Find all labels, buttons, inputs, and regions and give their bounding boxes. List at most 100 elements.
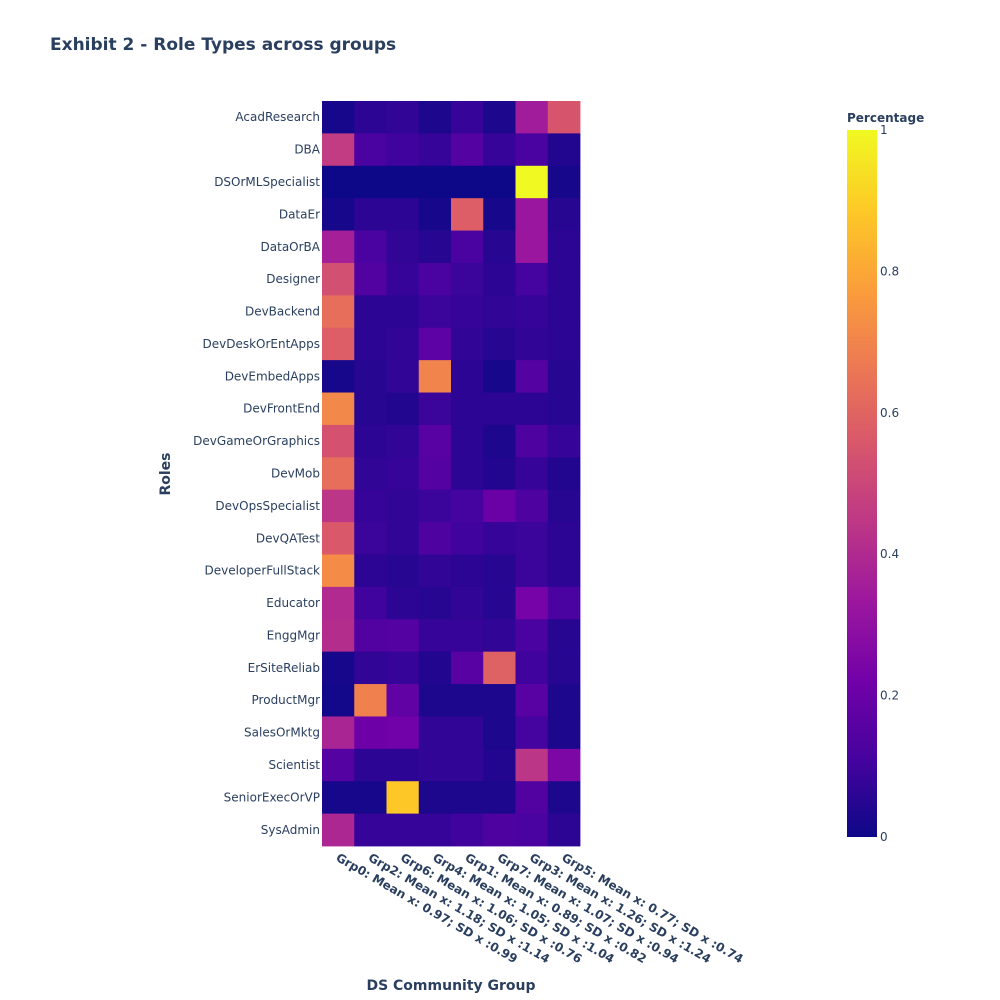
heatmap-cell xyxy=(451,457,484,491)
heatmap-cell xyxy=(515,522,549,555)
y-tick-label: DevQATest xyxy=(256,531,320,545)
heatmap-cell xyxy=(354,684,387,717)
heatmap-cell xyxy=(515,716,549,750)
heatmap-cell xyxy=(451,813,484,847)
heatmap-cell xyxy=(483,554,516,588)
heatmap-cell xyxy=(451,262,484,296)
heatmap-cell xyxy=(483,684,516,717)
y-tick-label: DevMob xyxy=(271,467,320,481)
heatmap-cell xyxy=(547,133,581,167)
heatmap-cell xyxy=(418,684,452,717)
y-axis-title: Roles xyxy=(158,452,174,495)
heatmap-cell xyxy=(483,360,516,393)
heatmap-cell xyxy=(354,360,387,393)
heatmap-cell xyxy=(547,457,581,491)
heatmap-cell xyxy=(547,586,581,620)
heatmap-cell xyxy=(547,554,581,588)
heatmap-cell xyxy=(322,489,355,523)
heatmap-cell xyxy=(322,457,355,491)
heatmap-cell xyxy=(386,619,420,653)
y-tick-label: SysAdmin xyxy=(261,823,320,837)
heatmap-cell xyxy=(322,781,355,815)
colorbar-tick-label: 0 xyxy=(880,830,888,844)
heatmap-cell xyxy=(483,295,516,329)
heatmap-cell xyxy=(515,424,549,458)
heatmap-cell xyxy=(386,684,420,717)
heatmap-cell xyxy=(483,489,516,523)
heatmap-cell xyxy=(451,101,484,134)
heatmap-cell xyxy=(386,392,420,426)
heatmap-cell xyxy=(547,651,581,685)
heatmap-cell xyxy=(386,133,420,167)
heatmap-cell xyxy=(322,813,355,847)
y-tick-label: DataOrBA xyxy=(261,240,321,254)
heatmap-cell xyxy=(354,165,387,199)
heatmap-cell xyxy=(418,489,452,523)
heatmap-cell xyxy=(483,781,516,815)
heatmap-cell xyxy=(354,327,387,361)
heatmap-cell xyxy=(547,262,581,296)
heatmap-cell xyxy=(386,101,420,134)
heatmap-cell xyxy=(451,230,484,264)
heatmap-cell xyxy=(322,198,355,231)
heatmap-cell xyxy=(515,360,549,393)
y-tick-label: AcadResearch xyxy=(235,110,320,124)
y-tick-label: DevGameOrGraphics xyxy=(193,434,320,448)
heatmap-cell xyxy=(322,392,355,426)
colorbar-title: Percentage xyxy=(847,111,924,125)
heatmap-cell xyxy=(547,424,581,458)
heatmap-cell xyxy=(515,813,549,847)
heatmap-cell xyxy=(451,489,484,523)
heatmap-cell xyxy=(451,651,484,685)
heatmap-cell xyxy=(418,716,452,750)
y-tick-label: ProductMgr xyxy=(252,693,321,707)
heatmap-cell xyxy=(322,133,355,167)
heatmap-cell xyxy=(418,522,452,555)
heatmap-cell xyxy=(386,813,420,847)
heatmap-cell xyxy=(515,198,549,231)
heatmap-cell xyxy=(547,748,581,782)
heatmap-cell xyxy=(547,295,581,329)
heatmap-cell xyxy=(451,716,484,750)
heatmap-cell xyxy=(483,327,516,361)
heatmap-cell xyxy=(418,327,452,361)
heatmap-cell xyxy=(515,619,549,653)
heatmap-cell xyxy=(515,684,549,717)
heatmap-cell xyxy=(386,651,420,685)
y-tick-label: DevEmbedApps xyxy=(225,369,320,383)
heatmap-cell xyxy=(515,101,549,134)
heatmap-cell xyxy=(451,781,484,815)
heatmap-cell xyxy=(515,748,549,782)
heatmap-cell xyxy=(354,295,387,329)
heatmap-cell xyxy=(386,424,420,458)
heatmap-cell xyxy=(386,554,420,588)
heatmap-cell xyxy=(451,295,484,329)
heatmap-cell xyxy=(386,165,420,199)
heatmap-cell xyxy=(322,619,355,653)
heatmap-cell xyxy=(418,813,452,847)
heatmap-cell xyxy=(386,716,420,750)
heatmap-cell xyxy=(483,101,516,134)
heatmap-cell xyxy=(322,262,355,296)
y-tick-label: Designer xyxy=(266,272,320,286)
heatmap-cell xyxy=(386,489,420,523)
chart-title: Exhibit 2 - Role Types across groups xyxy=(50,35,396,55)
heatmap-cell xyxy=(483,748,516,782)
heatmap-cell xyxy=(418,457,452,491)
heatmap-cell xyxy=(354,781,387,815)
heatmap-cell xyxy=(418,230,452,264)
colorbar-tick-label: 1 xyxy=(880,123,888,137)
heatmap-cell xyxy=(386,457,420,491)
heatmap-cell xyxy=(386,230,420,264)
y-tick-labels: AcadResearch DBA DSOrMLSpecialist DataEr Dat… xyxy=(193,110,321,837)
heatmap-cell xyxy=(547,230,581,264)
heatmap-cell xyxy=(354,813,387,847)
heatmap-cell xyxy=(354,392,387,426)
heatmap-cell xyxy=(418,360,452,393)
heatmap-cell xyxy=(354,716,387,750)
heatmap-cell xyxy=(386,262,420,296)
heatmap-cell xyxy=(451,392,484,426)
heatmap-cell xyxy=(354,619,387,653)
